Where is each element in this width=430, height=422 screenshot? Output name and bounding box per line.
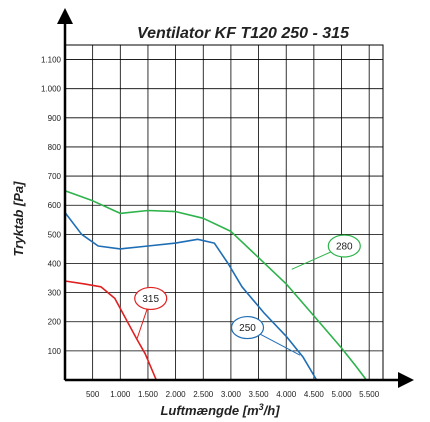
callout-label-280: 280 bbox=[336, 242, 353, 253]
y-tick-label: 100 bbox=[48, 347, 62, 356]
y-axis-arrow bbox=[57, 8, 73, 24]
x-axis-arrow bbox=[398, 372, 414, 388]
x-tick-label: 2.500 bbox=[193, 390, 214, 399]
curve-315 bbox=[64, 280, 158, 381]
curve-250 bbox=[64, 212, 318, 381]
x-tick-label: 1.500 bbox=[138, 390, 159, 399]
y-axis-label: Tryktab [Pa] bbox=[11, 181, 26, 257]
x-tick-label: 5.000 bbox=[332, 390, 353, 399]
y-tick-label: 700 bbox=[48, 172, 62, 181]
y-tick-label: 800 bbox=[48, 143, 62, 152]
chart-title: Ventilator KF T120 250 - 315 bbox=[137, 25, 350, 42]
curve-280 bbox=[64, 189, 368, 381]
y-tick-label: 300 bbox=[48, 289, 62, 298]
y-tick-label: 1.000 bbox=[41, 85, 62, 94]
grid bbox=[64, 44, 384, 381]
axes bbox=[57, 8, 414, 388]
callout-label-315: 315 bbox=[142, 294, 159, 305]
y-tick-label: 900 bbox=[48, 114, 62, 123]
x-tick-label: 4.500 bbox=[304, 390, 325, 399]
y-tick-label: 600 bbox=[48, 201, 62, 210]
x-tick-label: 500 bbox=[86, 390, 100, 399]
curves bbox=[64, 189, 368, 381]
callout-label-250: 250 bbox=[239, 323, 256, 334]
x-tick-label: 5.500 bbox=[359, 390, 380, 399]
x-tick-label: 4.000 bbox=[276, 390, 297, 399]
tick-labels: 500 1.000 1.500 2.000 2.500 3.000 3.500 4.000 4.… bbox=[41, 56, 380, 399]
x-tick-label: 3.000 bbox=[221, 390, 242, 399]
callouts: 315 250 280 bbox=[134, 234, 361, 356]
x-tick-label: 1.000 bbox=[110, 390, 131, 399]
x-axis-label: Luftmængde [m3/h] bbox=[160, 402, 280, 418]
y-tick-label: 200 bbox=[48, 318, 62, 327]
y-tick-label: 500 bbox=[48, 230, 62, 239]
x-tick-label: 2.000 bbox=[166, 390, 187, 399]
plot-frame bbox=[64, 44, 384, 381]
y-tick-label: 1.100 bbox=[41, 56, 62, 65]
callout-bubble-315 bbox=[134, 286, 168, 311]
y-tick-label: 400 bbox=[48, 259, 62, 268]
callout-bubble-250 bbox=[230, 315, 265, 340]
callout-bubble-280 bbox=[327, 234, 361, 258]
x-tick-label: 3.500 bbox=[249, 390, 270, 399]
